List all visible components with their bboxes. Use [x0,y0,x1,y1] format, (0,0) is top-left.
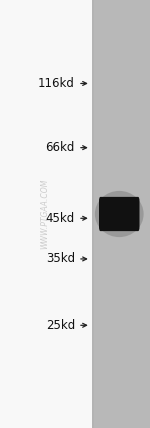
FancyBboxPatch shape [99,197,140,231]
Text: 35kd: 35kd [46,253,75,265]
Text: 66kd: 66kd [46,141,75,154]
Text: 45kd: 45kd [46,212,75,225]
Text: 116kd: 116kd [38,77,75,90]
Ellipse shape [95,191,144,237]
Text: WWW.PTGAA.COM: WWW.PTGAA.COM [40,179,50,249]
Bar [92,0,94,428]
Bar [92,0,150,428]
Text: 25kd: 25kd [46,319,75,332]
